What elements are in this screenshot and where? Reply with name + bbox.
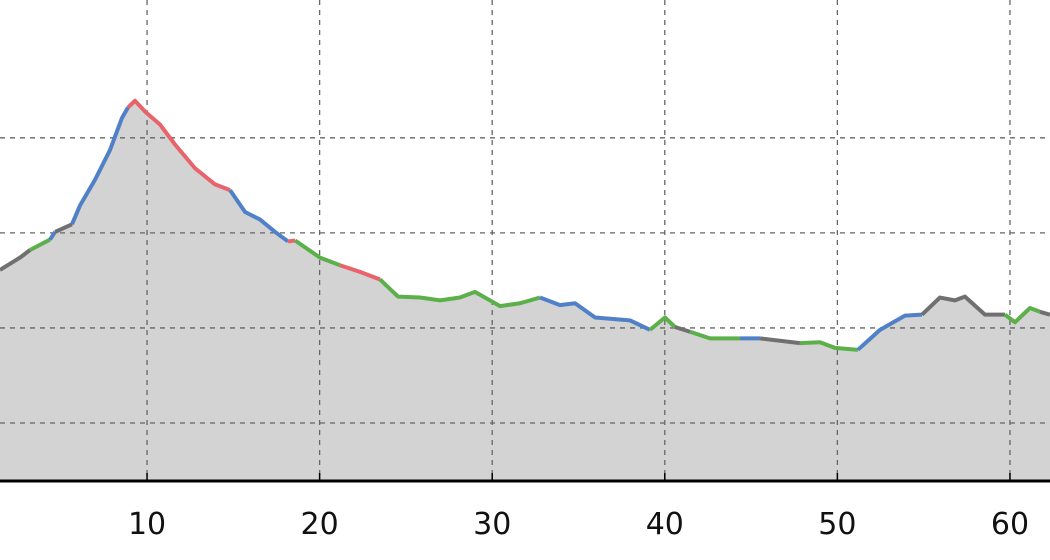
line-segment [293,238,341,268]
area [339,264,381,482]
line-segment [539,295,651,332]
area [539,296,651,482]
area [287,239,296,482]
area [127,100,231,482]
area [674,326,691,482]
line-segment [1003,305,1041,325]
line-segment [126,98,231,192]
area [759,337,801,482]
line-segment [29,237,51,252]
line-segment [378,278,541,309]
area [921,296,1006,482]
line-segment [228,188,290,244]
line-segment [856,312,923,352]
area [739,337,761,482]
line-segment [799,340,859,352]
area [0,249,31,482]
line-segment [759,336,801,346]
line-segment [70,106,130,226]
area [689,331,741,482]
area [49,230,56,482]
area [71,105,129,482]
area [379,278,541,482]
x-tick-label: 60 [991,507,1029,542]
line-segment [1039,309,1050,317]
area [1039,311,1050,482]
line-segment [648,315,677,332]
x-tick-label: 50 [818,507,856,542]
area [54,223,73,482]
area [294,239,341,482]
x-tick-label: 10 [128,507,166,542]
line-segment [48,230,57,241]
x-tick-label: 20 [301,507,339,542]
x-tick-label: 30 [473,507,511,542]
area [649,316,676,482]
line-segment [339,263,381,282]
x-tick-label: 40 [646,507,684,542]
line-segment [674,325,691,334]
line-segment [920,294,1005,317]
area [799,341,859,482]
line-segment [54,222,73,234]
line-segment [287,238,296,244]
line-segment [689,329,741,341]
line-segment [0,248,32,272]
area [29,238,51,482]
